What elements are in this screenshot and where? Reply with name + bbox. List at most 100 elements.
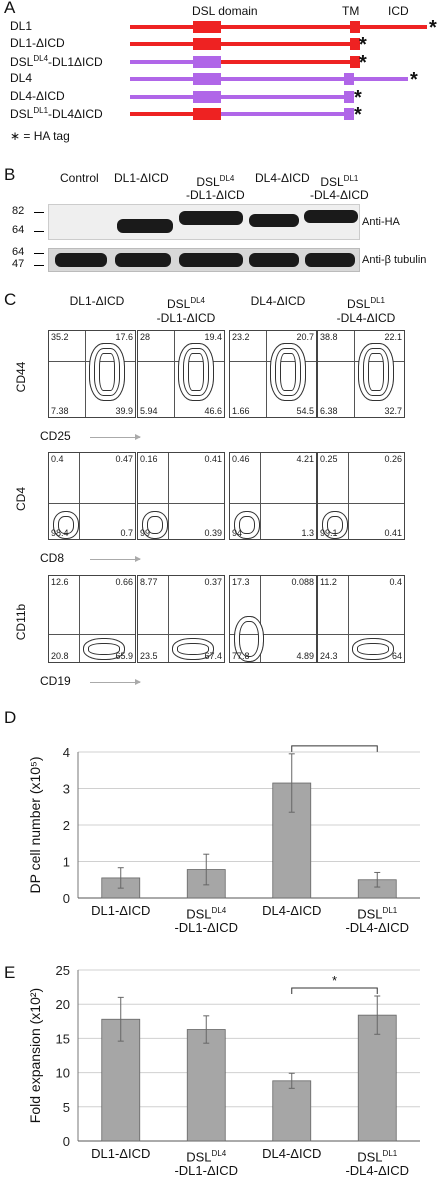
superscript: DL1 [33, 106, 49, 115]
dsl-domain-box [193, 108, 221, 120]
facs-plot: 8.77 0.37 23.5 67.4 [137, 575, 225, 663]
significance-mark: * [332, 740, 337, 746]
facs-quadrant-value: 39.9 [115, 406, 133, 416]
construct-line [130, 77, 408, 82]
construct-line [130, 94, 352, 99]
facs-gate-horizontal [318, 634, 404, 635]
construct-line [130, 25, 427, 29]
facs-quadrant-value: 11.2 [320, 577, 337, 587]
facs-gate-vertical [348, 576, 349, 662]
blot-lane-label: DSLDL1 -DL4-ΔICD [310, 174, 369, 202]
band-dsldl4-ha [179, 211, 243, 225]
facs-x-axis-label: CD19 [40, 674, 71, 688]
facs-quadrant-value: 54.5 [296, 406, 314, 416]
facs-plot: 38.8 22.1 6.38 32.7 [317, 330, 405, 418]
facs-quadrant-value: 99.1 [320, 528, 338, 538]
facs-quadrant-value: 94 [232, 528, 243, 538]
facs-population [270, 343, 306, 401]
y-tick-label: 0 [63, 891, 70, 906]
mw-marker-64b: 64 [12, 246, 25, 258]
construct-line-c [193, 112, 352, 116]
facs-column-header: DSLDL1 -DL4-ΔICD [336, 296, 396, 325]
facs-quadrant-value: 0.4 [51, 454, 64, 464]
facs-quadrant-value: 35.2 [51, 332, 69, 342]
band-tubulin-2 [115, 253, 171, 267]
tm-domain-box [344, 108, 354, 120]
facs-quadrant-value: 24.3 [320, 651, 338, 661]
facs-y-axis-label: CD44 [14, 361, 28, 393]
y-tick-label: 2 [63, 818, 70, 833]
construct-label: DL1-ΔICD [10, 36, 65, 51]
panel-d-label: D [4, 708, 17, 727]
construct-line [130, 42, 357, 47]
facs-gate-vertical [348, 453, 349, 539]
facs-quadrant-value: 23.2 [232, 332, 250, 342]
bar [357, 1014, 397, 1142]
panel-a-label: A [4, 0, 16, 17]
dp-cell-number-chart: 0 1 2 3 4 DP cell number (x10⁵) * [27, 740, 420, 906]
facs-quadrant-value: 64 [391, 651, 402, 661]
ha-tag-star: * [410, 69, 418, 92]
facs-gate-vertical [260, 576, 261, 662]
construct-line-n [130, 112, 193, 116]
band-dl4-dicd-ha [249, 214, 299, 227]
superscript: DL4 [211, 906, 227, 915]
significance-bracket [291, 987, 378, 994]
facs-gate-vertical [79, 576, 80, 662]
facs-plot: 11.2 0.4 24.3 64 [317, 575, 405, 663]
ha-tag-star: * [359, 51, 367, 74]
facs-population [142, 511, 168, 539]
blot-lane-label: DSLDL4 -DL1-ΔICD [186, 174, 245, 202]
facs-gate-vertical [260, 453, 261, 539]
superscript: DL4 [219, 174, 235, 183]
dsl-domain-box [193, 90, 221, 103]
anti-ha-label: Anti-HA [362, 216, 400, 228]
facs-quadrant-value: 0.7 [120, 528, 133, 538]
facs-plot: 0.16 0.41 99 0.39 [137, 452, 225, 540]
dsl-domain-header: DSL domain [192, 4, 258, 18]
facs-quadrant-value: 98.4 [51, 528, 69, 538]
facs-quadrant-value: 77.8 [232, 651, 250, 661]
band-tubulin-1 [55, 253, 107, 267]
facs-gate-horizontal [230, 503, 316, 504]
band-tubulin-3 [179, 253, 243, 267]
facs-population [234, 511, 260, 539]
construct-label: DL4 [10, 71, 33, 86]
facs-quadrant-value: 28 [140, 332, 151, 342]
construct-line-n [130, 59, 193, 64]
dsl-domain-box [193, 73, 221, 86]
mw-tick-64b [34, 253, 44, 254]
facs-column-header: DL1-ΔICD [69, 294, 125, 308]
bar [272, 1080, 312, 1142]
dsl-domain-box [193, 38, 221, 51]
facs-quadrant-value: 32.7 [384, 406, 402, 416]
significance-bracket [291, 745, 378, 752]
y-tick-label: 4 [63, 745, 70, 760]
facs-population [234, 616, 264, 662]
facs-quadrant-value: 4.89 [296, 651, 314, 661]
facs-plot: 23.2 20.7 1.66 54.5 [229, 330, 317, 418]
facs-quadrant-value: 0.16 [140, 454, 158, 464]
facs-y-axis-label: CD4 [14, 487, 28, 512]
y-axis-title: DP cell number (x10⁵) [27, 756, 43, 893]
facs-quadrant-value: 0.47 [115, 454, 133, 464]
facs-gate-horizontal [49, 503, 135, 504]
facs-population [53, 511, 79, 539]
band-tubulin-4 [249, 253, 299, 267]
facs-gate-horizontal [318, 503, 404, 504]
facs-quadrant-value: 0.4 [389, 577, 402, 587]
dsl-domain-box [193, 21, 221, 33]
y-tick-label: 10 [56, 1066, 70, 1081]
construct-line-c [193, 59, 357, 64]
facs-quadrant-value: 1.3 [301, 528, 314, 538]
x-category-label: DL1-ΔICD [91, 903, 151, 918]
mw-marker-82: 82 [12, 205, 25, 217]
facs-gate-vertical [168, 453, 169, 539]
facs-gate-vertical [266, 331, 267, 417]
facs-quadrant-value: 0.41 [384, 528, 402, 538]
y-tick-label: 3 [63, 782, 70, 797]
blot-lane-label: Control [60, 171, 99, 185]
facs-gate-vertical [354, 331, 355, 417]
anti-tubulin-label: Anti-β tubulin [362, 254, 427, 266]
facs-population [352, 638, 394, 660]
